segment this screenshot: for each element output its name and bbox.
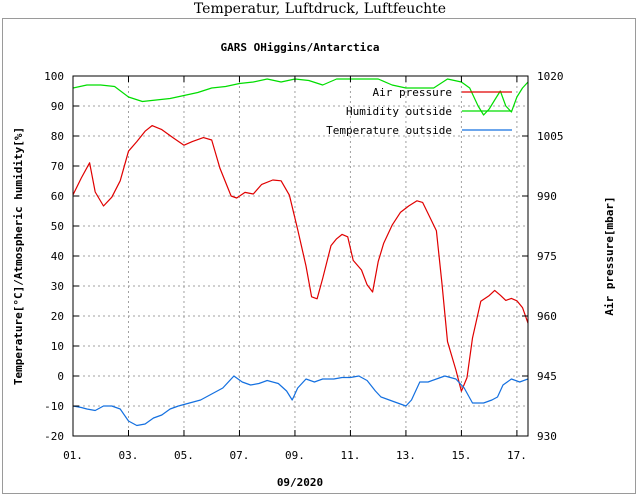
y-tick-label-left: 90 [51,100,64,113]
series-line-humidity-outside [73,78,528,116]
y-tick-label-left: 60 [51,190,64,203]
y-tick-label-left: 50 [51,220,64,233]
x-tick-label: 03. [119,449,139,462]
x-tick-label: 07. [230,449,250,462]
y-tick-label-left: 0 [57,370,64,383]
series-line-temperature-outside [73,375,528,427]
y-tick-label-left: -20 [44,430,64,443]
series-layer [73,78,528,427]
x-tick-label: 09. [285,449,305,462]
x-tick-label: 05. [174,449,194,462]
y-tick-label-right: 945 [537,370,557,383]
x-tick-label: 13. [396,449,416,462]
y-tick-label-left: 30 [51,280,64,293]
y-tick-label-left: 20 [51,310,64,323]
y-tick-label-right: 930 [537,430,557,443]
legend-label-air-pressure: Air pressure [373,86,452,99]
y-tick-label-right: 1020 [537,70,564,83]
series-line-air-pressure [73,124,528,392]
y-tick-label-left: 70 [51,160,64,173]
x-tick-label: 17. [507,449,527,462]
y-tick-label-right: 1005 [537,130,564,143]
y-axis-label-right: Air pressure[mbar] [603,196,616,315]
y-tick-label-right: 960 [537,310,557,323]
y-axis-label-left: Temperature[°C]/Atmospheric humidity[%] [12,127,25,385]
legend: Air pressure Humidity outside Temperature … [326,86,512,137]
y-tick-label-left: -10 [44,400,64,413]
chart-title: GARS OHiggins/Antarctica [221,41,380,54]
y-tick-label-left: 40 [51,250,64,263]
x-tick-label: 15. [451,449,471,462]
x-tick-label: 01. [63,449,83,462]
y-tick-label-right: 975 [537,250,557,263]
grid-layer [73,76,528,436]
x-axis-label: 09/2020 [277,476,323,489]
y-tick-label-left: 10 [51,340,64,353]
legend-label-humidity-outside: Humidity outside [346,105,452,118]
y-tick-label-left: 80 [51,130,64,143]
ticks-layer: -20-100102030405060708090100930945960975… [44,70,563,462]
x-tick-label: 11. [341,449,361,462]
y-tick-label-right: 990 [537,190,557,203]
page-title: Temperatur, Luftdruck, Luftfeuchte [193,1,447,17]
legend-label-temperature-outside: Temperature outside [326,124,452,137]
y-tick-label-left: 100 [44,70,64,83]
